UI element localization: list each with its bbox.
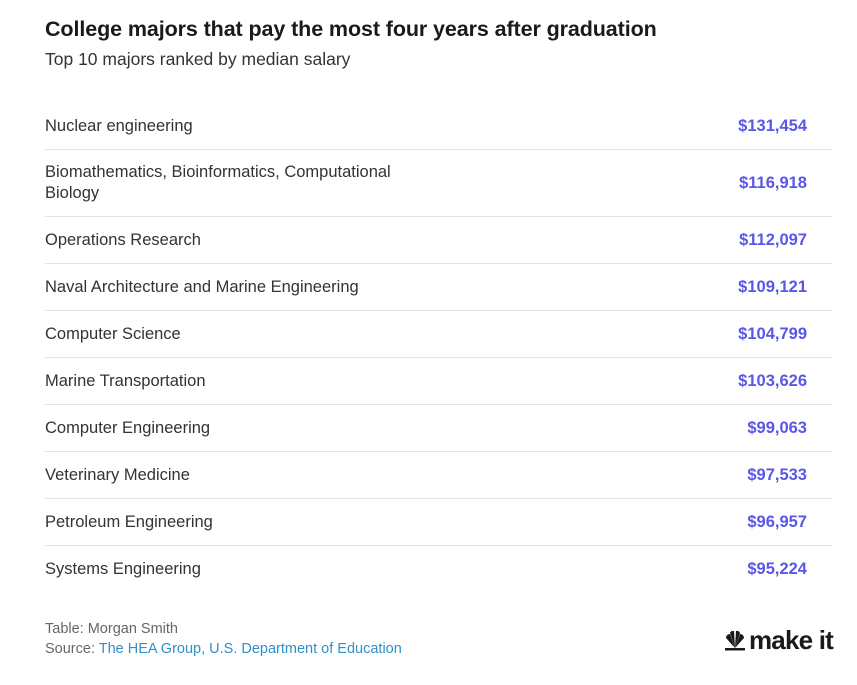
- table-row: Naval Architecture and Marine Engineerin…: [45, 264, 832, 311]
- median-salary: $116,918: [739, 173, 807, 192]
- source-line: Source: The HEA Group, U.S. Department o…: [45, 639, 402, 659]
- median-salary: $95,224: [747, 559, 807, 578]
- footer: Table: Morgan Smith Source: The HEA Grou…: [45, 619, 402, 659]
- major-name: Systems Engineering: [45, 559, 201, 578]
- median-salary: $109,121: [738, 277, 807, 296]
- median-salary: $96,957: [747, 512, 807, 531]
- median-salary: $99,063: [747, 418, 807, 437]
- major-name: Computer Engineering: [45, 418, 211, 437]
- table-row: Nuclear engineering $131,454: [45, 103, 832, 150]
- logo-text: make it: [748, 625, 834, 655]
- nbc-peacock-icon: [724, 630, 745, 651]
- table-row: Veterinary Medicine $97,533: [45, 452, 832, 499]
- median-salary: $103,626: [738, 371, 807, 390]
- median-salary: $112,097: [739, 230, 807, 249]
- chart-subtitle: Top 10 majors ranked by median salary: [45, 49, 351, 69]
- major-name: Marine Transportation: [45, 371, 206, 390]
- make-it-logo: make it: [723, 625, 834, 655]
- table-credit: Table: Morgan Smith: [45, 621, 178, 637]
- table-row: Marine Transportation $103,626: [45, 358, 832, 405]
- table-row: Computer Science $104,799: [45, 311, 832, 358]
- major-name: Operations Research: [45, 230, 201, 249]
- median-salary: $97,533: [747, 465, 807, 484]
- major-name: Naval Architecture and Marine Engineerin…: [45, 277, 359, 296]
- major-name: Veterinary Medicine: [45, 465, 190, 484]
- source-label: Source:: [45, 641, 99, 657]
- median-salary: $131,454: [738, 116, 807, 135]
- table-row: Biomathematics, Bioinformatics, Computat…: [45, 150, 832, 217]
- table-row: Computer Engineering $99,063: [45, 405, 832, 452]
- major-name: Biomathematics, Bioinformatics, Computat…: [45, 163, 391, 202]
- table-row: Operations Research $112,097: [45, 217, 832, 264]
- salary-table: Nuclear engineering $131,454 Biomathematic…: [45, 103, 832, 592]
- chart-title: College majors that pay the most four ye…: [45, 17, 657, 41]
- table-row: Systems Engineering $95,224: [45, 546, 832, 592]
- major-name: Computer Science: [45, 324, 181, 343]
- table-row: Petroleum Engineering $96,957: [45, 499, 832, 546]
- major-name: Petroleum Engineering: [45, 512, 213, 531]
- source-link[interactable]: The HEA Group, U.S. Department of Educat…: [98, 641, 402, 657]
- major-name: Nuclear engineering: [45, 116, 193, 135]
- median-salary: $104,799: [738, 324, 807, 343]
